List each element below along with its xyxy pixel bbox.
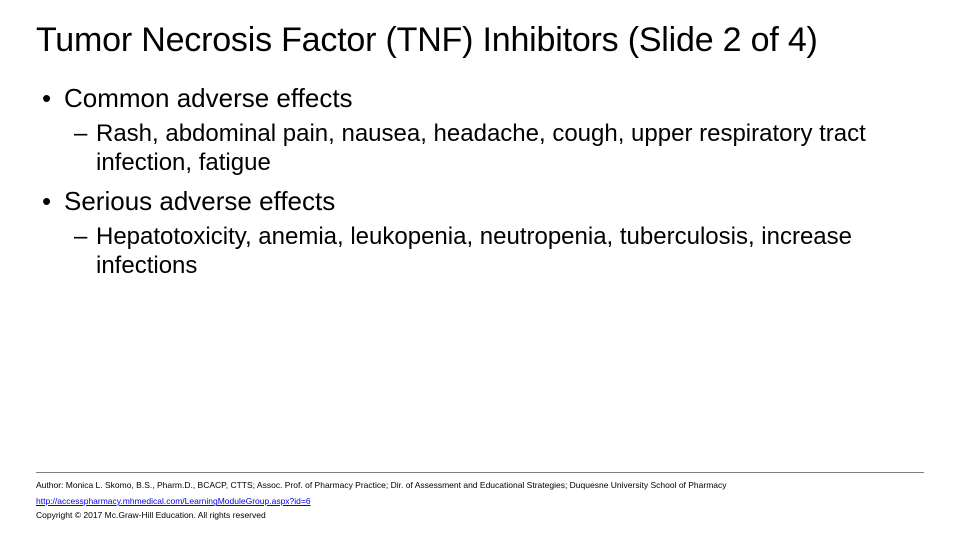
copyright-line: Copyright © 2017 Mc.Graw-Hill Education.… [36,509,924,522]
slide: Tumor Necrosis Factor (TNF) Inhibitors (… [0,0,960,540]
bullet-list-level2: Rash, abdominal pain, nausea, headache, … [64,119,924,178]
sub-bullet-item: Hepatotoxicity, anemia, leukopenia, neut… [64,222,924,281]
sub-bullet-text: Rash, abdominal pain, nausea, headache, … [96,120,866,176]
slide-content: Common adverse effects Rash, abdominal p… [36,82,924,280]
sub-bullet-item: Rash, abdominal pain, nausea, headache, … [64,119,924,178]
slide-title: Tumor Necrosis Factor (TNF) Inhibitors (… [36,20,924,60]
slide-footer: Author: Monica L. Skomo, B.S., Pharm.D.,… [36,472,924,523]
bullet-text: Common adverse effects [64,83,353,113]
footer-divider [36,472,924,473]
bullet-list-level1: Common adverse effects Rash, abdominal p… [36,82,924,280]
author-line: Author: Monica L. Skomo, B.S., Pharm.D.,… [36,479,924,492]
source-link[interactable]: http://accesspharmacy.mhmedical.com/Lear… [36,496,311,506]
sub-bullet-text: Hepatotoxicity, anemia, leukopenia, neut… [96,223,852,279]
bullet-item: Serious adverse effects Hepatotoxicity, … [36,185,924,280]
bullet-list-level2: Hepatotoxicity, anemia, leukopenia, neut… [64,222,924,281]
bullet-text: Serious adverse effects [64,186,335,216]
bullet-item: Common adverse effects Rash, abdominal p… [36,82,924,177]
